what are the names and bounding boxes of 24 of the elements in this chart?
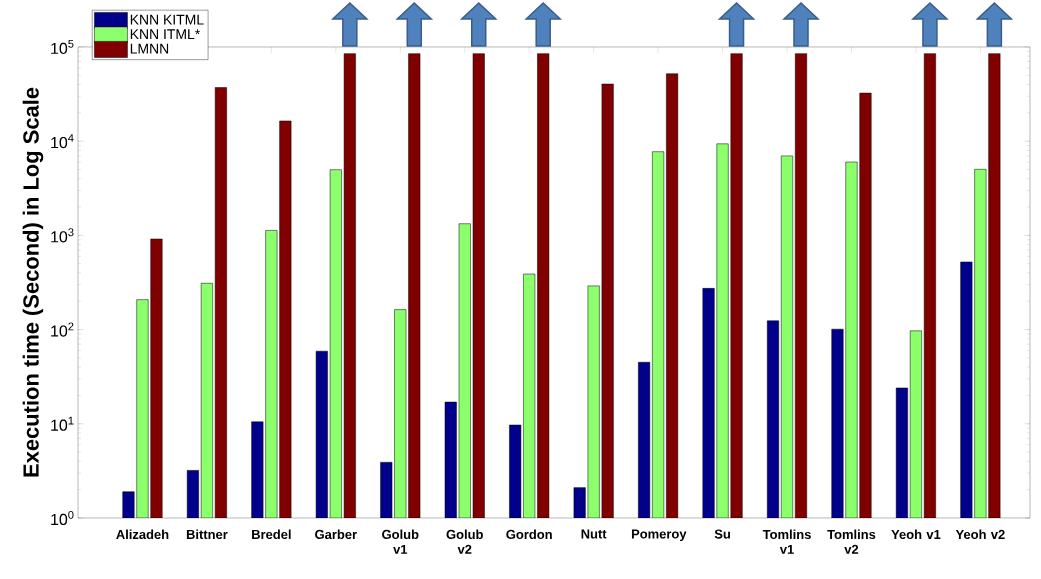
x-tick-label: Tomlins v2 [827, 529, 876, 554]
y-tick-label: 10$^{1}$ [51, 416, 74, 431]
y-axis-title: Execution time (Second) in Log Scale [22, 87, 44, 477]
x-tick-label: Yeoh v2 [955, 529, 1005, 540]
x-tick-label: Su [714, 529, 730, 539]
x-tick-label: Bredel [252, 529, 291, 540]
x-tick-label: Tomlins v1 [762, 529, 811, 554]
y-tick-label: 10$^{5}$ [51, 39, 74, 55]
legend-label: KNN ITML* [130, 29, 200, 39]
x-tick-label: Bittner [186, 529, 228, 540]
y-tick-label: 10$^{4}$ [51, 134, 74, 149]
x-tick-label: Golub v2 [446, 529, 483, 554]
legend-label: LMNN [130, 43, 169, 54]
x-tick-label: Alizadeh [116, 529, 169, 540]
x-tick-label: Gordon [506, 529, 552, 540]
x-tick-label: Garber [315, 529, 357, 540]
y-tick-label: 10$^{3}$ [51, 228, 74, 243]
x-tick-label: Yeoh v1 [891, 529, 941, 540]
x-tick-label: Pomeroy [631, 529, 687, 542]
y-tick-label: 10$^{0}$ [51, 510, 74, 526]
x-tick-label: Nutt [581, 529, 607, 539]
legend-label: KNN KITML [130, 14, 204, 25]
y-tick-label: 10$^{2}$ [51, 322, 74, 337]
x-tick-label: Golub v1 [382, 529, 419, 554]
